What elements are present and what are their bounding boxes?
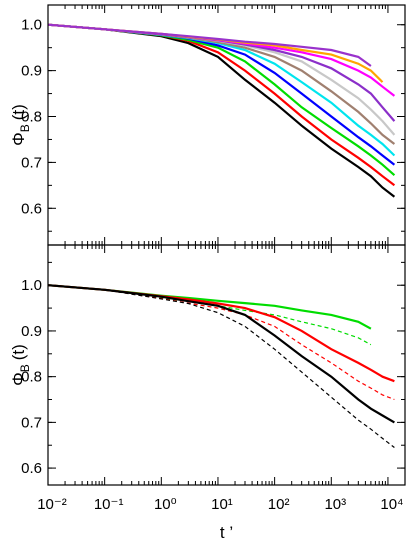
x-axis-label: t ’ <box>220 523 233 542</box>
y-tick-label: 0.8 <box>21 109 42 126</box>
x-tick-label: 10² <box>268 496 290 513</box>
y-label-symbol: Φ <box>9 132 28 146</box>
y-tick-label: 0.9 <box>21 323 42 340</box>
y-tick-label: 0.6 <box>21 460 42 477</box>
series-line <box>47 23 384 83</box>
y-tick-label: 1.0 <box>21 277 42 294</box>
y-label-suffix: (t) <box>9 104 28 120</box>
x-tick-label: 10⁰ <box>154 496 177 513</box>
y-axis-label: ΦB (t) <box>9 344 32 386</box>
axis-frame <box>47 244 406 486</box>
series-line <box>47 284 372 346</box>
series-line <box>47 23 396 166</box>
x-tick-label: 10⁻¹ <box>94 496 124 513</box>
x-tick-label: 10³ <box>324 496 346 513</box>
series-line <box>47 284 395 383</box>
y-tick-label: 0.7 <box>21 414 42 431</box>
y-tick-label: 1.0 <box>21 17 42 34</box>
y-tick-label: 0.6 <box>21 200 42 217</box>
y-label-subscript: B <box>18 364 32 372</box>
y-tick-label: 0.7 <box>21 154 42 171</box>
series-line <box>47 284 395 401</box>
series-line <box>47 284 395 448</box>
x-tick-label: 10¹ <box>211 496 233 513</box>
y-tick-label: 0.9 <box>21 63 42 80</box>
y-label-subscript: B <box>18 124 32 132</box>
x-tick-label: 10⁴ <box>380 496 403 513</box>
y-axis-label: ΦB (t) <box>9 104 32 146</box>
series-line <box>47 23 372 67</box>
series-line <box>47 284 395 424</box>
y-tick-label: 0.8 <box>21 369 42 386</box>
y-label-suffix: (t) <box>9 344 28 360</box>
x-tick-label: 10⁻² <box>37 496 67 513</box>
y-label-symbol: Φ <box>9 372 28 386</box>
